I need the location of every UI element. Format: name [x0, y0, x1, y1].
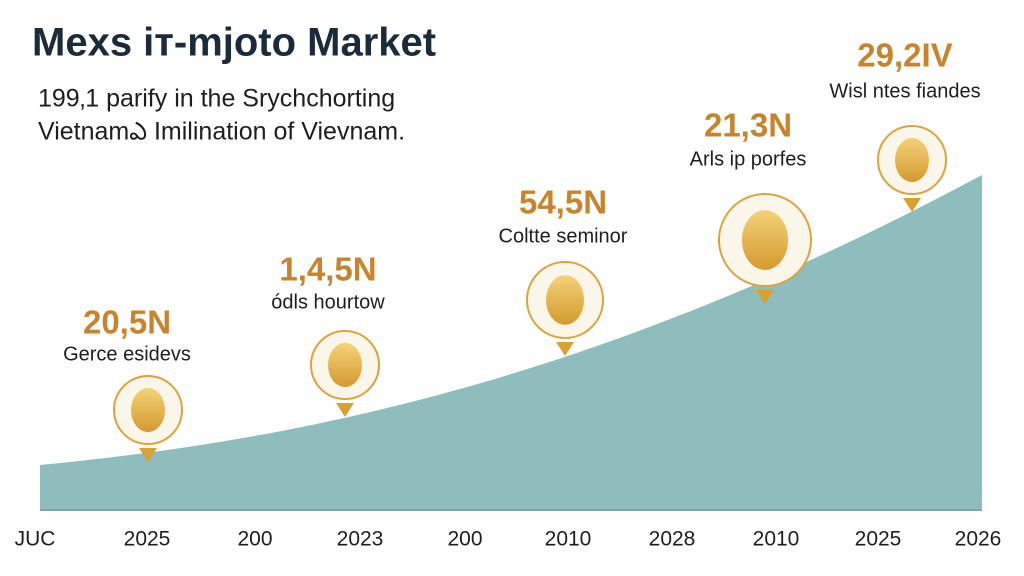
callout-label: Wisl ntes fiandes — [829, 80, 980, 102]
icon-body — [742, 210, 788, 270]
callout-label: Coltte seminor — [499, 225, 628, 247]
callout-label: Arls ip porfes — [690, 148, 807, 170]
icon-body — [328, 342, 362, 388]
icon-pin — [336, 403, 354, 417]
x-label: 2010 — [753, 528, 800, 551]
title: Mexs iт-mjoto Market — [32, 21, 436, 65]
x-label: JUC — [15, 528, 56, 551]
icon-pin — [556, 342, 574, 356]
callout-value: 21,3N — [704, 107, 792, 144]
icon-pin — [903, 198, 921, 212]
callout-value: 20,5N — [83, 304, 171, 341]
x-label: 2010 — [545, 528, 592, 551]
icon-body — [131, 387, 165, 433]
x-label: 2025 — [124, 528, 171, 551]
callout-value: 1,4,5N — [279, 251, 376, 288]
subtitle-line: Vietnamఎ Imilination of Vievnam. — [38, 118, 405, 146]
x-label: 200 — [237, 528, 272, 551]
x-label: 2025 — [855, 528, 902, 551]
icons — [113, 125, 947, 462]
x-label: 2026 — [955, 528, 1002, 551]
callout-label: ódls hourtow — [271, 291, 385, 313]
x-label: 2023 — [337, 528, 384, 551]
x-label: 2028 — [649, 528, 696, 551]
icon-pin — [756, 290, 774, 304]
icon-body — [895, 137, 929, 183]
x-label: 200 — [447, 528, 482, 551]
callout-value: 54,5N — [519, 184, 607, 221]
icon-pin — [139, 448, 157, 462]
callout-value: 29,2IV — [857, 37, 952, 74]
icon-body — [546, 275, 584, 325]
growth-area — [40, 175, 982, 510]
subtitle-line: 199‚1 parify in the Srychchorting — [38, 85, 395, 113]
callout-label: Gerce esidevs — [63, 343, 191, 365]
